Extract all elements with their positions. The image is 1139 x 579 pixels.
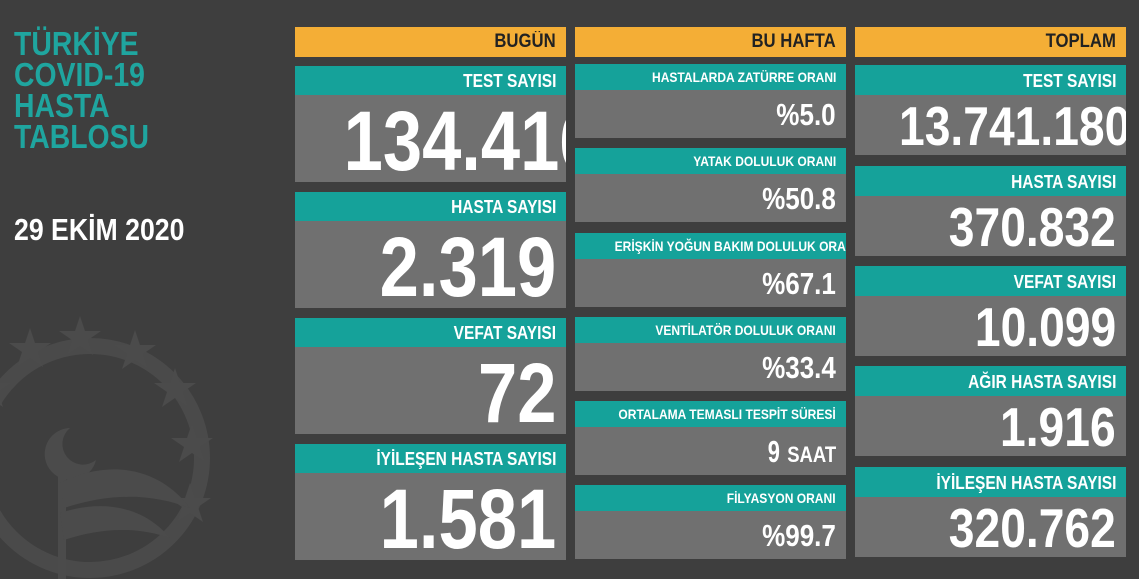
card-label: VEFAT SAYISI <box>855 266 1126 296</box>
week-column: BU HAFTA HASTALARDA ZATÜRRE ORANI %5.0 Y… <box>575 27 846 562</box>
today-recovered-card: İYİLEŞEN HASTA SAYISI 1.581 <box>295 444 566 560</box>
card-value: 370.832 <box>855 196 1126 256</box>
total-critical-card: AĞIR HASTA SAYISI 1.916 <box>855 366 1126 456</box>
card-value: 1.581 <box>295 473 566 560</box>
week-header: BU HAFTA <box>575 27 846 57</box>
week-ventilator-card: VENTİLATÖR DOLULUK ORANI %33.4 <box>575 317 846 391</box>
card-value-text: 10.099 <box>974 296 1116 356</box>
total-header: TOPLAM <box>855 27 1126 57</box>
week-bed-occupancy-card: YATAK DOLULUK ORANI %50.8 <box>575 148 846 222</box>
card-label: VENTİLATÖR DOLULUK ORANI <box>575 317 846 343</box>
card-value: 10.099 <box>855 296 1126 356</box>
card-label-text: HASTALARDA ZATÜRRE ORANI <box>651 69 836 85</box>
card-label-text: HASTA SAYISI <box>450 197 556 217</box>
card-label: HASTA SAYISI <box>855 166 1126 196</box>
card-label: YATAK DOLULUK ORANI <box>575 148 846 174</box>
card-label-text: İYİLEŞEN HASTA SAYISI <box>935 473 1116 493</box>
card-value-text: 320.762 <box>948 497 1116 557</box>
total-recovered-card: İYİLEŞEN HASTA SAYISI 320.762 <box>855 467 1126 557</box>
card-label: İYİLEŞEN HASTA SAYISI <box>295 444 566 473</box>
card-label-text: VEFAT SAYISI <box>1013 272 1116 292</box>
card-value-text: 370.832 <box>948 196 1116 256</box>
card-label-text: HASTA SAYISI <box>1010 172 1116 192</box>
total-column: TOPLAM TEST SAYISI 13.741.180 HASTA SAYI… <box>855 27 1126 562</box>
page-title: TÜRKİYE COVID-19 HASTA TABLOSU <box>14 25 171 155</box>
card-label: ERİŞKİN YOĞUN BAKIM DOLULUK ORANI <box>575 233 846 259</box>
week-icu-occupancy-card: ERİŞKİN YOĞUN BAKIM DOLULUK ORANI %67.1 <box>575 233 846 307</box>
card-label: ORTALAMA TEMASLI TESPİT SÜRESİ <box>575 401 846 427</box>
today-header: BUGÜN <box>295 27 566 57</box>
card-value-text: 1.916 <box>1000 396 1116 456</box>
card-value: %50.8 <box>575 174 846 222</box>
card-value-unit: SAAT <box>787 442 836 467</box>
total-patient-card: HASTA SAYISI 370.832 <box>855 166 1126 256</box>
card-value-text: %50.8 <box>762 181 836 216</box>
card-value-text: 2.319 <box>379 221 556 308</box>
card-value-text: %99.7 <box>762 518 836 553</box>
week-pneumonia-card: HASTALARDA ZATÜRRE ORANI %5.0 <box>575 64 846 138</box>
card-label: VEFAT SAYISI <box>295 318 566 347</box>
card-label: FİLYASYON ORANI <box>575 485 846 511</box>
card-value-text: %5.0 <box>776 97 836 132</box>
title-line: TÜRKİYE <box>14 25 139 62</box>
card-label: HASTALARDA ZATÜRRE ORANI <box>575 64 846 90</box>
card-value: 72 <box>295 347 566 434</box>
card-label: AĞIR HASTA SAYISI <box>855 366 1126 396</box>
report-date: 29 EKİM 2020 <box>14 212 185 247</box>
today-header-label: BUGÜN <box>494 31 556 52</box>
card-value-text: 1.581 <box>379 473 556 560</box>
today-test-card: TEST SAYISI 134.416 <box>295 66 566 182</box>
card-label-text: FİLYASYON ORANI <box>727 490 836 506</box>
card-value-text: 13.741.180 <box>899 95 1126 155</box>
card-value: %33.4 <box>575 343 846 391</box>
today-column: BUGÜN TEST SAYISI 134.416 HASTA SAYISI 2… <box>295 27 566 562</box>
card-value: 1.916 <box>855 396 1126 456</box>
ministry-emblem-icon <box>0 316 213 579</box>
week-header-label: BU HAFTA <box>751 31 836 52</box>
card-label-text: TEST SAYISI <box>1022 71 1116 91</box>
card-value-text: 9 SAAT <box>765 427 836 475</box>
card-value: 9 SAAT <box>575 427 846 475</box>
card-label-text: TEST SAYISI <box>462 71 556 91</box>
today-death-card: VEFAT SAYISI 72 <box>295 318 566 434</box>
card-label-text: VENTİLATÖR DOLULUK ORANI <box>655 322 836 338</box>
card-label-text: ERİŞKİN YOĞUN BAKIM DOLULUK ORANI <box>614 238 846 254</box>
card-value: 13.741.180 <box>855 95 1126 155</box>
card-value: 320.762 <box>855 497 1126 557</box>
card-value-text: %33.4 <box>762 350 836 385</box>
title-line: HASTA <box>14 87 110 124</box>
card-value: %67.1 <box>575 259 846 307</box>
total-header-label: TOPLAM <box>1045 31 1116 52</box>
today-patient-card: HASTA SAYISI 2.319 <box>295 192 566 308</box>
total-death-card: VEFAT SAYISI 10.099 <box>855 266 1126 356</box>
card-value-text: %67.1 <box>762 266 836 301</box>
card-value: 134.416 <box>295 95 566 182</box>
card-value-number: 9 <box>767 434 780 469</box>
card-label: İYİLEŞEN HASTA SAYISI <box>855 467 1126 497</box>
total-test-card: TEST SAYISI 13.741.180 <box>855 65 1126 155</box>
card-value-text: 72 <box>477 347 556 434</box>
week-contact-time-card: ORTALAMA TEMASLI TESPİT SÜRESİ 9 SAAT <box>575 401 846 475</box>
card-label-text: İYİLEŞEN HASTA SAYISI <box>375 449 556 469</box>
card-value: %99.7 <box>575 511 846 559</box>
title-line: COVID-19 <box>14 56 145 93</box>
title-line: TABLOSU <box>14 118 150 155</box>
card-label-text: YATAK DOLULUK ORANI <box>693 153 836 169</box>
card-label: HASTA SAYISI <box>295 192 566 221</box>
card-label-text: AĞIR HASTA SAYISI <box>967 372 1116 392</box>
week-filiation-card: FİLYASYON ORANI %99.7 <box>575 485 846 559</box>
card-label-text: ORTALAMA TEMASLI TESPİT SÜRESİ <box>618 406 836 422</box>
card-label-text: VEFAT SAYISI <box>453 323 556 343</box>
card-label: TEST SAYISI <box>295 66 566 95</box>
card-label: TEST SAYISI <box>855 65 1126 95</box>
card-value-text: 134.416 <box>343 95 566 182</box>
card-value: %5.0 <box>575 90 846 138</box>
card-value: 2.319 <box>295 221 566 308</box>
